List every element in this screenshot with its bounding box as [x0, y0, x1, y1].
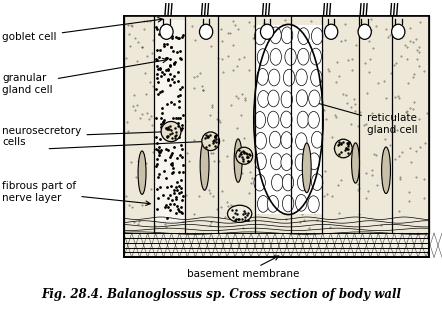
- Ellipse shape: [199, 24, 213, 39]
- Ellipse shape: [297, 111, 309, 128]
- Ellipse shape: [310, 48, 321, 65]
- Ellipse shape: [200, 141, 209, 190]
- Ellipse shape: [335, 139, 352, 158]
- Ellipse shape: [228, 205, 252, 222]
- Ellipse shape: [282, 195, 294, 212]
- Ellipse shape: [351, 143, 359, 183]
- Ellipse shape: [234, 139, 242, 182]
- Ellipse shape: [281, 154, 292, 170]
- Ellipse shape: [295, 154, 307, 170]
- Ellipse shape: [271, 153, 282, 170]
- Ellipse shape: [255, 153, 267, 170]
- Ellipse shape: [309, 153, 320, 170]
- Ellipse shape: [297, 174, 309, 191]
- Ellipse shape: [283, 69, 295, 86]
- Ellipse shape: [268, 90, 279, 107]
- Text: goblet cell: goblet cell: [2, 18, 163, 42]
- Ellipse shape: [282, 174, 293, 191]
- Ellipse shape: [312, 28, 323, 45]
- Ellipse shape: [381, 147, 390, 193]
- Ellipse shape: [281, 91, 293, 108]
- Text: fibrous part of
nerve layer: fibrous part of nerve layer: [2, 181, 150, 206]
- Ellipse shape: [255, 28, 266, 45]
- Ellipse shape: [302, 143, 311, 193]
- Text: basement membrane: basement membrane: [187, 256, 299, 279]
- Ellipse shape: [260, 24, 274, 39]
- Ellipse shape: [296, 194, 307, 211]
- Ellipse shape: [312, 174, 323, 190]
- Ellipse shape: [202, 132, 220, 151]
- Text: reticulate
gland cell: reticulate gland cell: [311, 100, 418, 135]
- Ellipse shape: [258, 91, 269, 107]
- Ellipse shape: [324, 24, 338, 39]
- Ellipse shape: [312, 131, 323, 148]
- Ellipse shape: [160, 24, 173, 39]
- Ellipse shape: [161, 122, 181, 142]
- Ellipse shape: [268, 69, 280, 86]
- Text: Fig. 28.4. Balanoglossus sp. Cross section of body wall: Fig. 28.4. Balanoglossus sp. Cross secti…: [41, 288, 401, 301]
- Ellipse shape: [308, 112, 319, 128]
- Ellipse shape: [297, 48, 309, 65]
- Ellipse shape: [392, 24, 405, 39]
- Ellipse shape: [281, 111, 292, 128]
- Ellipse shape: [298, 28, 309, 45]
- Bar: [154, 20, 185, 221]
- Ellipse shape: [311, 69, 322, 86]
- Ellipse shape: [285, 49, 296, 65]
- Text: neurosecretory
cells: neurosecretory cells: [2, 126, 167, 147]
- Ellipse shape: [138, 151, 146, 194]
- Text: granular
gland cell: granular gland cell: [2, 58, 167, 95]
- Ellipse shape: [296, 69, 307, 86]
- Ellipse shape: [267, 111, 279, 128]
- Ellipse shape: [270, 48, 282, 65]
- Ellipse shape: [257, 49, 269, 65]
- Ellipse shape: [296, 133, 307, 149]
- Ellipse shape: [358, 24, 371, 39]
- Ellipse shape: [270, 27, 281, 44]
- Ellipse shape: [257, 196, 269, 212]
- Ellipse shape: [267, 196, 279, 212]
- Bar: [255, 25, 322, 214]
- Ellipse shape: [257, 69, 268, 85]
- Ellipse shape: [282, 27, 293, 44]
- Ellipse shape: [271, 174, 283, 191]
- Ellipse shape: [308, 196, 319, 213]
- Ellipse shape: [254, 112, 266, 128]
- Ellipse shape: [309, 90, 320, 107]
- Ellipse shape: [255, 132, 267, 149]
- Ellipse shape: [269, 131, 281, 148]
- Bar: [124, 16, 429, 233]
- Ellipse shape: [296, 90, 308, 107]
- Bar: [124, 16, 429, 257]
- Ellipse shape: [254, 174, 265, 191]
- Ellipse shape: [281, 132, 292, 148]
- Ellipse shape: [236, 147, 253, 164]
